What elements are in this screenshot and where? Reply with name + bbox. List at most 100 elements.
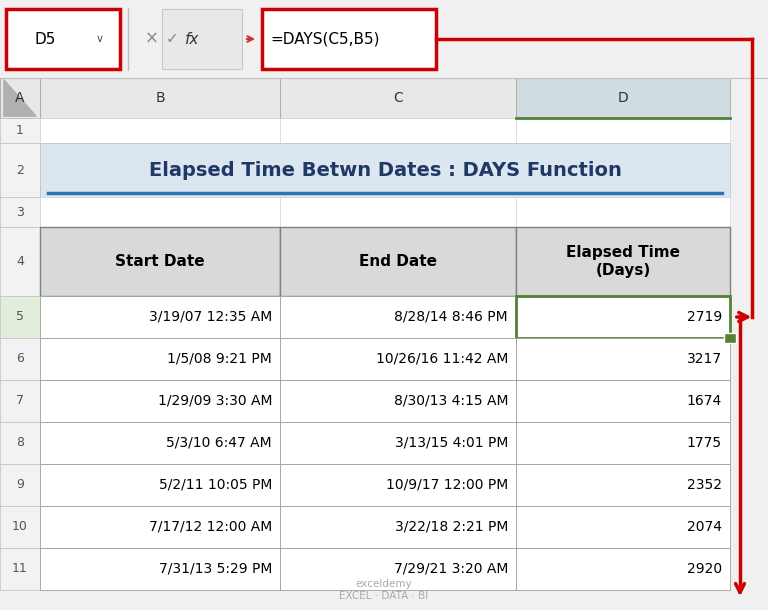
- Text: 2920: 2920: [687, 562, 722, 576]
- Text: D5: D5: [35, 32, 56, 46]
- Bar: [40, 78, 280, 118]
- Text: fx: fx: [185, 32, 199, 46]
- Bar: [262, 9, 436, 69]
- Text: 3/13/15 4:01 PM: 3/13/15 4:01 PM: [395, 436, 508, 450]
- Text: End Date: End Date: [359, 254, 437, 269]
- Bar: [0, 78, 40, 118]
- Bar: [516, 197, 730, 227]
- Bar: [280, 296, 516, 338]
- Bar: [280, 227, 516, 296]
- Text: 9: 9: [16, 478, 24, 492]
- Bar: [0, 338, 40, 380]
- Bar: [0, 197, 40, 227]
- Text: A: A: [15, 91, 25, 105]
- Bar: [0, 296, 40, 338]
- Bar: [516, 548, 730, 590]
- Text: 10: 10: [12, 520, 28, 534]
- Text: ×: ×: [145, 30, 159, 48]
- Text: 6: 6: [16, 353, 24, 365]
- Bar: [40, 118, 280, 143]
- Bar: [724, 333, 737, 343]
- Text: 1: 1: [16, 124, 24, 137]
- Bar: [280, 548, 516, 590]
- Text: 5/3/10 6:47 AM: 5/3/10 6:47 AM: [167, 436, 272, 450]
- Text: 10/9/17 12:00 PM: 10/9/17 12:00 PM: [386, 478, 508, 492]
- Bar: [280, 506, 516, 548]
- Text: 1/29/09 3:30 AM: 1/29/09 3:30 AM: [157, 394, 272, 408]
- Text: 5: 5: [16, 310, 24, 323]
- Bar: [516, 506, 730, 548]
- Bar: [280, 78, 516, 118]
- Bar: [40, 464, 280, 506]
- Bar: [0, 227, 40, 296]
- Text: =DAYS(C5,B5): =DAYS(C5,B5): [270, 32, 379, 46]
- Text: Elapsed Time
(Days): Elapsed Time (Days): [566, 245, 680, 278]
- Bar: [40, 227, 280, 296]
- Bar: [40, 338, 280, 380]
- Text: 2074: 2074: [687, 520, 722, 534]
- Bar: [516, 227, 730, 296]
- Bar: [0, 380, 40, 422]
- Text: 10/26/16 11:42 AM: 10/26/16 11:42 AM: [376, 352, 508, 366]
- Text: 7/17/12 12:00 AM: 7/17/12 12:00 AM: [149, 520, 272, 534]
- Bar: [40, 422, 280, 464]
- Bar: [280, 380, 516, 422]
- Text: Start Date: Start Date: [115, 254, 205, 269]
- Bar: [0, 0, 768, 78]
- Bar: [516, 296, 730, 338]
- Text: 7: 7: [16, 395, 24, 407]
- Text: 8/30/13 4:15 AM: 8/30/13 4:15 AM: [393, 394, 508, 408]
- Bar: [0, 78, 40, 118]
- Bar: [280, 422, 516, 464]
- Bar: [40, 548, 280, 590]
- Text: 2: 2: [16, 163, 24, 176]
- Bar: [40, 506, 280, 548]
- Bar: [516, 464, 730, 506]
- Bar: [516, 118, 730, 143]
- Text: 1674: 1674: [687, 394, 722, 408]
- Bar: [40, 143, 730, 197]
- Bar: [40, 380, 280, 422]
- Text: 1/5/08 9:21 PM: 1/5/08 9:21 PM: [167, 352, 272, 366]
- Bar: [280, 338, 516, 380]
- Bar: [0, 422, 40, 464]
- Text: 2352: 2352: [687, 478, 722, 492]
- Text: 3/19/07 12:35 AM: 3/19/07 12:35 AM: [149, 310, 272, 324]
- Text: 11: 11: [12, 562, 28, 575]
- Text: exceldemy
EXCEL · DATA · BI: exceldemy EXCEL · DATA · BI: [339, 580, 429, 601]
- Bar: [280, 197, 516, 227]
- Text: D: D: [617, 91, 628, 105]
- Bar: [516, 78, 730, 118]
- Text: 8/28/14 8:46 PM: 8/28/14 8:46 PM: [395, 310, 508, 324]
- Bar: [280, 118, 516, 143]
- Text: B: B: [155, 91, 165, 105]
- Text: C: C: [393, 91, 403, 105]
- Text: ✓: ✓: [166, 32, 178, 46]
- Text: 3: 3: [16, 206, 24, 218]
- Bar: [0, 143, 40, 197]
- Text: 3/22/18 2:21 PM: 3/22/18 2:21 PM: [395, 520, 508, 534]
- Bar: [516, 338, 730, 380]
- Bar: [0, 464, 40, 506]
- Bar: [40, 296, 280, 338]
- Bar: [0, 118, 40, 143]
- Text: 7/29/21 3:20 AM: 7/29/21 3:20 AM: [394, 562, 508, 576]
- Text: 8: 8: [16, 437, 24, 450]
- Bar: [6, 9, 120, 69]
- Text: 2719: 2719: [687, 310, 722, 324]
- Text: 4: 4: [16, 255, 24, 268]
- Bar: [516, 422, 730, 464]
- Bar: [40, 197, 280, 227]
- Bar: [0, 548, 40, 590]
- Text: 7/31/13 5:29 PM: 7/31/13 5:29 PM: [159, 562, 272, 576]
- Text: 1775: 1775: [687, 436, 722, 450]
- Text: 5/2/11 10:05 PM: 5/2/11 10:05 PM: [159, 478, 272, 492]
- Text: ∨: ∨: [95, 34, 104, 44]
- Polygon shape: [4, 80, 36, 116]
- Text: 3217: 3217: [687, 352, 722, 366]
- Text: Elapsed Time Betwn Dates : DAYS Function: Elapsed Time Betwn Dates : DAYS Function: [148, 160, 621, 179]
- Bar: [162, 9, 242, 69]
- Bar: [280, 464, 516, 506]
- Bar: [0, 506, 40, 548]
- Bar: [516, 380, 730, 422]
